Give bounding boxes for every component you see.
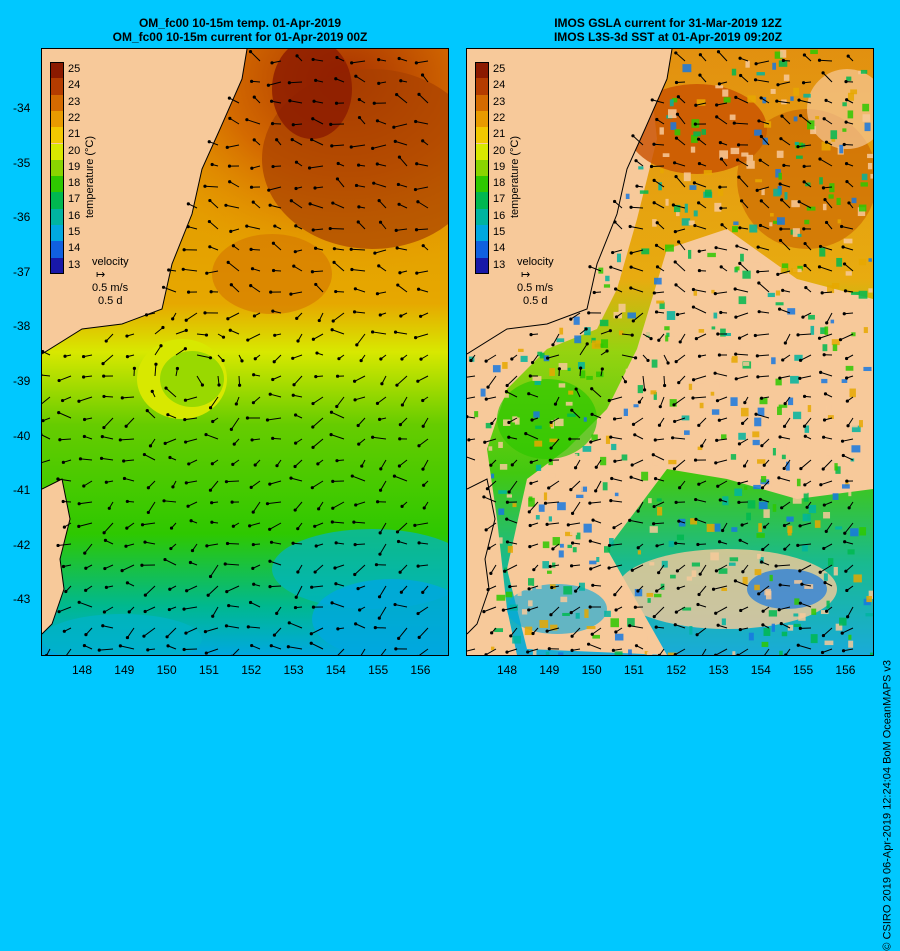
satellite-sst-map — [466, 48, 874, 656]
latitude-tick-label: -37 — [13, 265, 30, 279]
longitude-tick-label: 149 — [114, 663, 134, 677]
longitude-tick-label: 148 — [72, 663, 92, 677]
colorbar-tick-label: 14 — [493, 242, 505, 254]
colorbar-tick-label: 24 — [68, 79, 80, 91]
longitude-tick-label: 156 — [410, 663, 430, 677]
velocity-arrow-icon: ↦ — [92, 269, 129, 282]
latitude-tick-label: -43 — [13, 592, 30, 606]
velocity-key-left: velocity ↦ 0.5 m/s 0.5 d — [92, 256, 129, 308]
colorbar-tick-label: 16 — [68, 210, 80, 222]
latitude-tick-label: -35 — [13, 156, 30, 170]
colorbar-tick-label: 23 — [68, 96, 80, 108]
latitude-tick-label: -42 — [13, 538, 30, 552]
colorbar-tick-label: 24 — [493, 79, 505, 91]
colorbar-title: temperature (°C) — [509, 136, 521, 218]
right-panel-title: IMOS GSLA current for 31-Mar-2019 12Z IM… — [468, 16, 868, 44]
longitude-tick-label: 150 — [157, 663, 177, 677]
velocity-key-right: velocity ↦ 0.5 m/s 0.5 d — [517, 256, 554, 308]
latitude-tick-label: -40 — [13, 429, 30, 443]
colorbar-tick-label: 19 — [493, 161, 505, 173]
model-map-svg — [42, 49, 448, 655]
velocity-speed: 0.5 m/s — [517, 282, 554, 295]
longitude-tick-label: 153 — [709, 663, 729, 677]
longitude-tick-label: 154 — [326, 663, 346, 677]
left-panel-title: OM_fc00 10-15m temp. 01-Apr-2019 OM_fc00… — [40, 16, 440, 44]
colorbar-tick-label: 23 — [493, 96, 505, 108]
right-title-line1: IMOS GSLA current for 31-Mar-2019 12Z — [468, 16, 868, 30]
colorbar-tick-label: 25 — [493, 63, 505, 75]
credit-text: © CSIRO 2019 06-Apr-2019 12:24:04 BoM Oc… — [882, 660, 894, 951]
longitude-tick-label: 156 — [835, 663, 855, 677]
longitude-tick-label: 155 — [793, 663, 813, 677]
colorbar-frame — [475, 62, 489, 274]
colorbar-tick-label: 13 — [68, 259, 80, 271]
longitude-tick-label: 151 — [199, 663, 219, 677]
satellite-map-svg — [467, 49, 873, 655]
colorbar-tick-label: 19 — [68, 161, 80, 173]
velocity-time: 0.5 d — [92, 295, 129, 308]
colorbar-tick-label: 17 — [493, 193, 505, 205]
colorbar-tick-label: 22 — [493, 112, 505, 124]
left-title-line1: OM_fc00 10-15m temp. 01-Apr-2019 — [40, 16, 440, 30]
colorbar-tick-label: 20 — [68, 145, 80, 157]
velocity-time: 0.5 d — [517, 295, 554, 308]
colorbar-tick-label: 21 — [493, 128, 505, 140]
model-temperature-map — [41, 48, 449, 656]
left-title-line2: OM_fc00 10-15m current for 01-Apr-2019 0… — [40, 30, 440, 44]
longitude-tick-label: 148 — [497, 663, 517, 677]
latitude-tick-label: -41 — [13, 483, 30, 497]
colorbar-tick-label: 14 — [68, 242, 80, 254]
colorbar-tick-label: 17 — [68, 193, 80, 205]
colorbar-tick-label: 16 — [493, 210, 505, 222]
colorbar-tick-label: 25 — [68, 63, 80, 75]
longitude-tick-label: 152 — [666, 663, 686, 677]
velocity-label: velocity — [92, 256, 129, 269]
colorbar-tick-label: 15 — [68, 226, 80, 238]
velocity-speed: 0.5 m/s — [92, 282, 129, 295]
colorbar-tick-label: 15 — [493, 226, 505, 238]
velocity-label: velocity — [517, 256, 554, 269]
velocity-arrow-icon: ↦ — [517, 269, 554, 282]
longitude-tick-label: 153 — [284, 663, 304, 677]
colorbar-title: temperature (°C) — [84, 136, 96, 218]
latitude-tick-label: -39 — [13, 374, 30, 388]
colorbar-tick-label: 18 — [493, 177, 505, 189]
right-title-line2: IMOS L3S-3d SST at 01-Apr-2019 09:20Z — [468, 30, 868, 44]
longitude-tick-label: 154 — [751, 663, 771, 677]
longitude-tick-label: 151 — [624, 663, 644, 677]
latitude-tick-label: -36 — [13, 210, 30, 224]
colorbar-tick-label: 18 — [68, 177, 80, 189]
longitude-tick-label: 152 — [241, 663, 261, 677]
longitude-tick-label: 149 — [539, 663, 559, 677]
colorbar-frame — [50, 62, 64, 274]
latitude-tick-label: -34 — [13, 101, 30, 115]
latitude-tick-label: -38 — [13, 319, 30, 333]
longitude-tick-label: 155 — [368, 663, 388, 677]
longitude-tick-label: 150 — [582, 663, 602, 677]
colorbar-tick-label: 13 — [493, 259, 505, 271]
colorbar-tick-label: 21 — [68, 128, 80, 140]
colorbar-tick-label: 20 — [493, 145, 505, 157]
colorbar-tick-label: 22 — [68, 112, 80, 124]
